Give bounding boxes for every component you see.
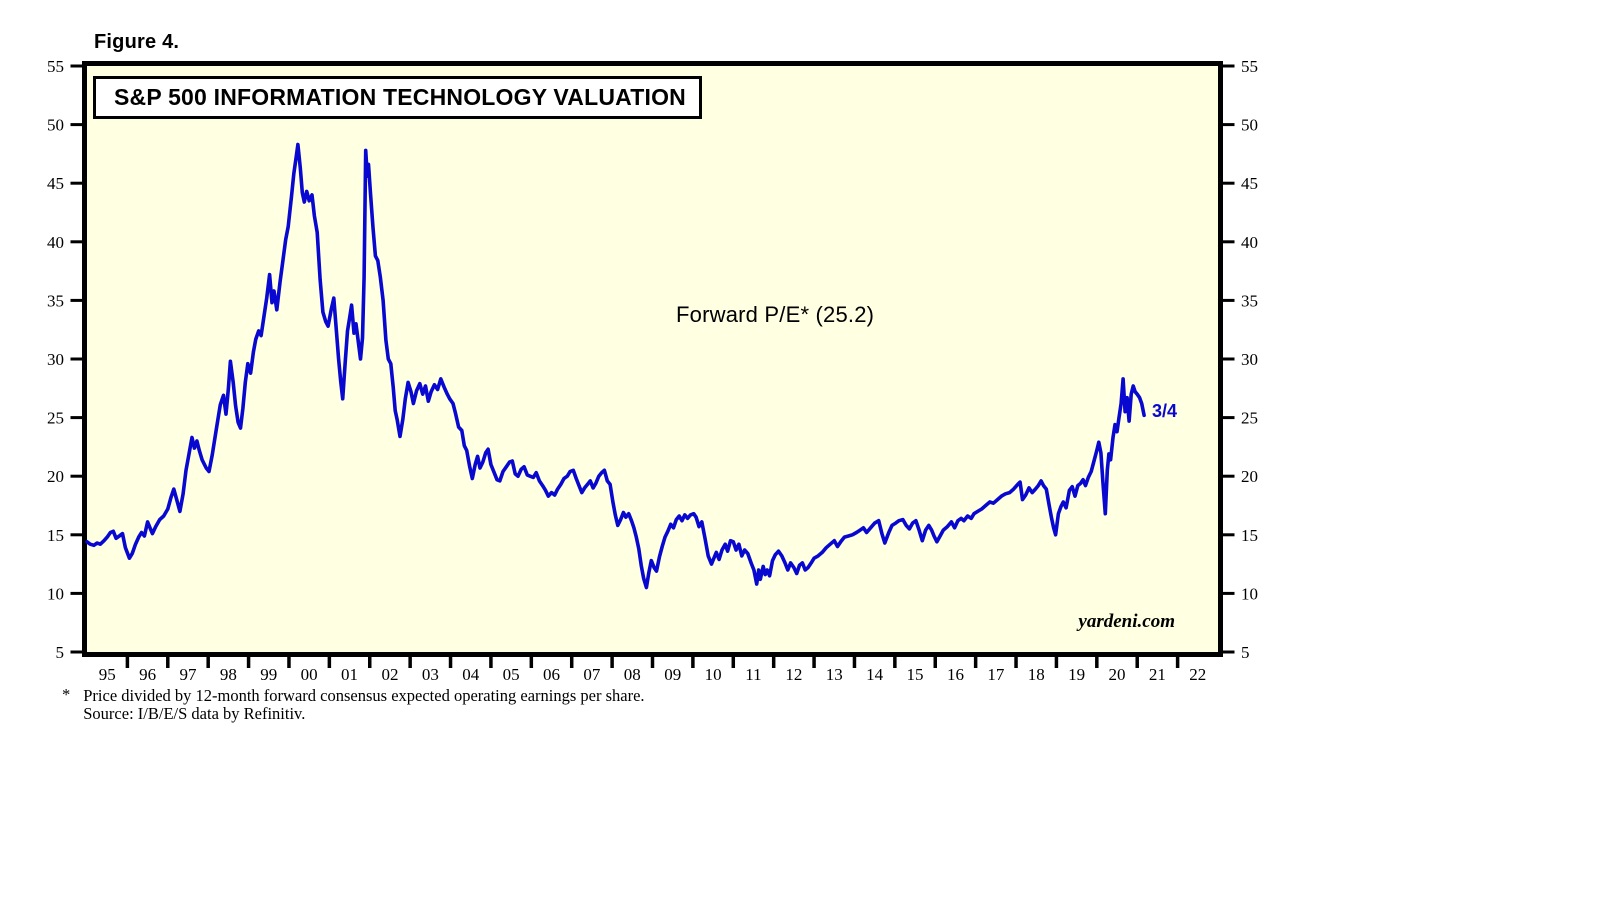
x-tick-label: 18 bbox=[1028, 665, 1045, 684]
x-tick-label: 15 bbox=[907, 665, 924, 684]
y-tick-label-left: 50 bbox=[47, 116, 64, 135]
y-tick-label-left: 10 bbox=[47, 584, 64, 603]
x-axis: 95 96 97 98 99 00 01 02 03 04 05 06 07 08 09 10 11 12 13 14… bbox=[99, 655, 1206, 684]
y-tick-label-right: 5 bbox=[1241, 643, 1250, 662]
y-tick-label-left: 25 bbox=[47, 409, 64, 428]
x-tick-label: 98 bbox=[220, 665, 237, 684]
x-tick-label: 20 bbox=[1109, 665, 1126, 684]
footnote-line1: Price divided by 12-month forward consen… bbox=[83, 686, 645, 705]
plot-frame bbox=[82, 61, 1223, 657]
x-tick-label: 09 bbox=[664, 665, 681, 684]
y-tick-label-left: 20 bbox=[47, 467, 64, 486]
chart-title: S&P 500 INFORMATION TECHNOLOGY VALUATION bbox=[114, 84, 686, 110]
x-tick-label: 00 bbox=[301, 665, 318, 684]
y-tick-label-left: 55 bbox=[47, 57, 64, 76]
x-tick-label: 01 bbox=[341, 665, 358, 684]
y-tick-label-right: 50 bbox=[1241, 116, 1258, 135]
y-tick-label-right: 20 bbox=[1241, 467, 1258, 486]
x-tick-label: 12 bbox=[785, 665, 802, 684]
x-tick-label: 17 bbox=[987, 665, 1005, 684]
x-tick-label: 04 bbox=[462, 665, 480, 684]
footnote-text: Price divided by 12-month forward consen… bbox=[83, 687, 644, 722]
y-tick-label-left: 45 bbox=[47, 174, 64, 193]
y-tick-label-right: 55 bbox=[1241, 57, 1258, 76]
y-tick-label-right: 40 bbox=[1241, 233, 1258, 252]
footnote: * Price divided by 12-month forward cons… bbox=[62, 685, 645, 722]
y-tick-label-right: 10 bbox=[1241, 584, 1258, 603]
x-tick-label: 96 bbox=[139, 665, 156, 684]
yardeni-watermark: yardeni.com bbox=[1078, 611, 1175, 632]
x-tick-label: 22 bbox=[1189, 665, 1206, 684]
y-tick-label-right: 15 bbox=[1241, 526, 1258, 545]
x-tick-label: 10 bbox=[705, 665, 722, 684]
x-tick-label: 13 bbox=[826, 665, 843, 684]
x-tick-label: 11 bbox=[745, 665, 761, 684]
y-tick-label-right: 25 bbox=[1241, 409, 1258, 428]
y-tick-label-left: 15 bbox=[47, 526, 64, 545]
forward-pe-line bbox=[85, 142, 1146, 590]
footnote-marker: * bbox=[62, 685, 71, 704]
x-tick-label: 21 bbox=[1149, 665, 1166, 684]
x-tick-label: 99 bbox=[260, 665, 277, 684]
x-tick-label: 02 bbox=[381, 665, 398, 684]
y-tick-label-right: 45 bbox=[1241, 174, 1258, 193]
chart-title-box: S&P 500 INFORMATION TECHNOLOGY VALUATION bbox=[93, 76, 702, 119]
y-tick-label-left: 5 bbox=[56, 643, 65, 662]
x-tick-label: 07 bbox=[583, 665, 601, 684]
series-annotation: Forward P/E* (25.2) bbox=[676, 302, 875, 327]
x-tick-label: 06 bbox=[543, 665, 560, 684]
y-tick-label-left: 40 bbox=[47, 233, 64, 252]
x-tick-label: 14 bbox=[866, 665, 884, 684]
y-tick-label-left: 35 bbox=[47, 291, 64, 310]
figure-label: Figure 4. bbox=[94, 31, 180, 53]
y-tick-label-left: 30 bbox=[47, 350, 64, 369]
x-tick-label: 19 bbox=[1068, 665, 1085, 684]
y-tick-label-right: 35 bbox=[1241, 291, 1258, 310]
x-tick-label: 08 bbox=[624, 665, 641, 684]
x-tick-label: 16 bbox=[947, 665, 964, 684]
y-tick-label-right: 30 bbox=[1241, 350, 1258, 369]
x-tick-label: 97 bbox=[179, 665, 197, 684]
x-tick-label: 05 bbox=[503, 665, 520, 684]
latest-date-label: 3/4 bbox=[1152, 401, 1178, 421]
x-tick-label: 95 bbox=[99, 665, 116, 684]
x-tick-label: 03 bbox=[422, 665, 439, 684]
footnote-line2: Source: I/B/E/S data by Refinitiv. bbox=[83, 703, 306, 723]
